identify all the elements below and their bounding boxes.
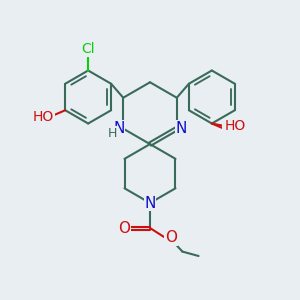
Text: N: N xyxy=(144,196,156,211)
Text: N: N xyxy=(176,121,187,136)
Text: HO: HO xyxy=(225,119,246,134)
Text: Cl: Cl xyxy=(81,42,95,56)
Text: O: O xyxy=(165,230,177,245)
Text: HO: HO xyxy=(33,110,54,124)
Text: HO: HO xyxy=(222,123,244,137)
Text: H: H xyxy=(107,127,117,140)
Text: N: N xyxy=(113,121,124,136)
Text: O: O xyxy=(118,220,130,236)
